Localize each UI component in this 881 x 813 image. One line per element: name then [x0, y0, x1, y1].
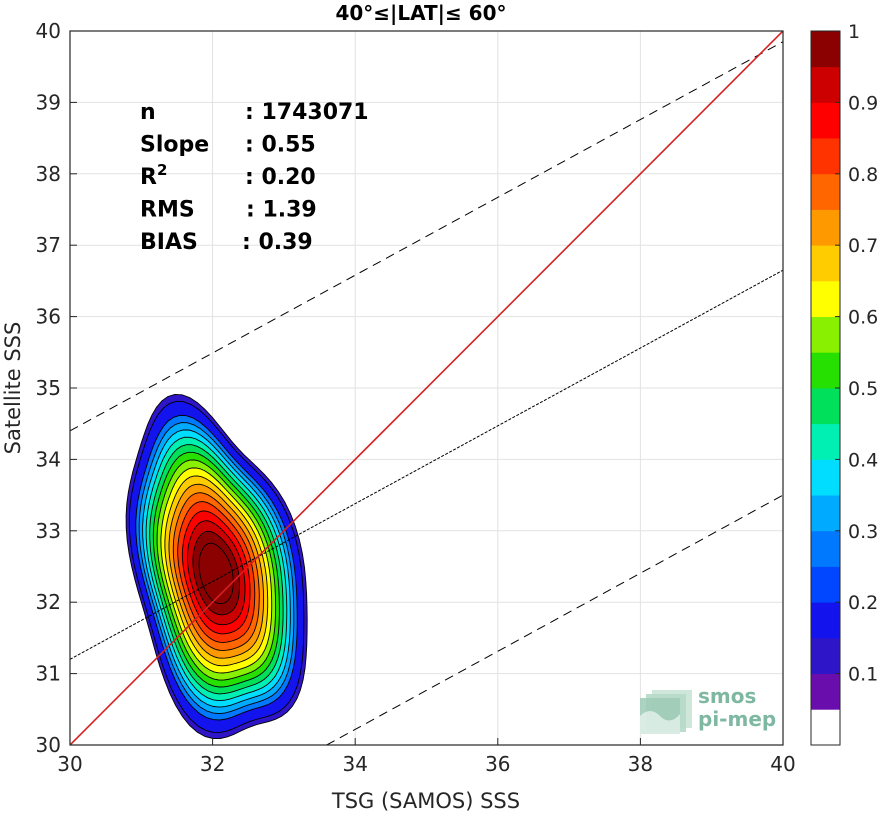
colorbar-segment — [811, 566, 840, 603]
stats-label: RMS — [140, 198, 195, 223]
colorbar-segment — [811, 245, 840, 282]
y-tick-label: 37 — [36, 233, 61, 257]
identity-line — [70, 31, 783, 745]
stats-value: : 1743071 — [245, 100, 369, 125]
logo-line-2: pi-mep — [698, 707, 776, 731]
colorbar-tick-label: 0.7 — [848, 235, 878, 257]
stats-value: : 0.55 — [245, 133, 316, 158]
x-tick-label: 38 — [628, 752, 653, 776]
colorbar-tick-label: 0.3 — [848, 521, 878, 543]
colorbar-tick-label: 0.4 — [848, 449, 878, 471]
envelope-line — [326, 494, 783, 745]
colorbar-segment — [811, 673, 840, 710]
colorbar-segment — [811, 280, 840, 317]
colorbar-segment — [811, 459, 840, 496]
envelope-line — [70, 41, 783, 432]
chart-title: 40°≤|LAT|≤ 60° — [335, 1, 506, 25]
colorbar-segment — [811, 316, 840, 353]
y-tick-label: 33 — [36, 519, 61, 543]
colorbar-tick-label: 0.2 — [848, 592, 878, 614]
stats-value: : 0.20 — [245, 165, 316, 190]
colorbar-segment — [811, 388, 840, 425]
x-ticks: 30 32 34 36 38 40 — [57, 738, 796, 776]
x-tick-label: 36 — [485, 752, 510, 776]
colorbar-segment — [811, 352, 840, 389]
logo: smos pi-mep — [640, 684, 776, 734]
colorbar-tick-label: 0.6 — [848, 307, 878, 329]
colorbar-segment — [811, 637, 840, 674]
stats-label: BIAS — [140, 230, 198, 255]
colorbar-segment — [811, 31, 840, 68]
colorbar-segment — [811, 66, 840, 103]
stats-value: : 0.39 — [242, 230, 313, 255]
colorbar-segment — [811, 709, 840, 746]
colorbar-tick-label: 0.1 — [848, 664, 878, 686]
regression-lines — [70, 31, 783, 745]
x-tick-label: 40 — [770, 752, 795, 776]
x-tick-label: 32 — [200, 752, 225, 776]
x-tick-label: 30 — [57, 752, 82, 776]
colorbar-tick-label: 0.9 — [848, 92, 878, 114]
y-axis-label: Satellite SSS — [1, 322, 25, 455]
colorbar-tick-label: 1 — [848, 21, 860, 43]
stats-label: Slope — [140, 133, 209, 158]
logo-mark-icon — [640, 690, 692, 734]
colorbar-segment — [811, 602, 840, 639]
y-tick-label: 35 — [36, 376, 61, 400]
stats-label: n — [140, 100, 156, 125]
y-tick-label: 40 — [36, 19, 61, 43]
colorbar-tick-label: 0.5 — [848, 378, 878, 400]
colorbar-segment — [811, 209, 840, 246]
colorbar-segment — [811, 102, 840, 139]
x-axis-label: TSG (SAMOS) SSS — [331, 789, 520, 813]
colorbar: 0.1 0.2 0.3 0.4 0.5 0.6 0.7 0.8 0.9 1 — [810, 21, 878, 746]
density-contour — [198, 542, 234, 605]
colorbar-tick-label: 0.8 — [848, 164, 878, 186]
y-tick-label: 38 — [36, 162, 61, 186]
colorbar-segment — [811, 423, 840, 460]
colorbar-segment — [811, 495, 840, 532]
y-tick-label: 30 — [36, 733, 61, 757]
y-tick-label: 31 — [36, 662, 61, 686]
y-tick-label: 39 — [36, 90, 61, 114]
stats-value: : 1.39 — [246, 198, 317, 223]
colorbar-segment — [811, 138, 840, 175]
x-tick-label: 34 — [342, 752, 367, 776]
y-tick-label: 36 — [36, 305, 61, 329]
axes: 30 32 34 36 38 40 30 31 32 33 34 35 36 37 38 39 40 — [36, 19, 796, 776]
stats-superscript: 2 — [157, 161, 167, 179]
y-tick-label: 34 — [36, 447, 61, 471]
y-tick-label: 32 — [36, 590, 61, 614]
density-contours — [125, 393, 308, 740]
fit-line — [70, 269, 783, 660]
logo-line-1: smos — [698, 684, 756, 708]
colorbar-segment — [811, 530, 840, 567]
colorbar-segment — [811, 173, 840, 210]
y-ticks: 30 31 32 33 34 35 36 37 38 39 40 — [36, 19, 77, 757]
